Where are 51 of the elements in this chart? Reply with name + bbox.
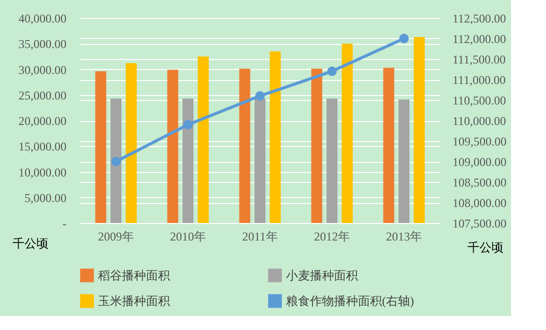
y-tick-label: 35,000.00 (18, 37, 66, 52)
bar (398, 99, 410, 223)
y-tick-label: 5,000.00 (24, 190, 66, 205)
y2-tick-label: 110,000.00 (452, 114, 506, 128)
bar (110, 98, 122, 223)
bar (254, 98, 266, 223)
y-tick-label: 10,000.00 (18, 165, 66, 180)
bar (342, 44, 353, 223)
legend-label: 玉米播种面积 (98, 294, 170, 308)
y2-tick-label: 111,500.00 (452, 52, 506, 66)
y2-tick-label: 108,500.00 (452, 176, 506, 190)
legend-label: 粮食作物播种面积(右轴) (286, 294, 414, 308)
x-tick-label: 2011年 (242, 230, 278, 244)
y-tick-label: 25,000.00 (18, 88, 66, 102)
y2-tick-label: 109,500.00 (452, 134, 506, 148)
bar (326, 98, 338, 223)
x-tick-label: 2010年 (170, 230, 206, 244)
y2-tick-label: 111,000.00 (452, 73, 506, 87)
legend-label: 小麦播种面积 (286, 268, 358, 282)
y2-tick-label: 108,000.00 (452, 196, 506, 210)
bar (95, 71, 106, 223)
point (399, 34, 409, 44)
y-tick-label: 20,000.00 (18, 114, 66, 128)
y-axis-title: 千公顷 (12, 236, 48, 250)
y-tick-label: 40,000.00 (18, 12, 66, 26)
y2-tick-label: 110,500.00 (452, 94, 506, 108)
y2-axis-title: 千公顷 (468, 240, 504, 254)
y2-tick-label: 107,500.00 (452, 216, 506, 230)
point (183, 120, 193, 130)
point (255, 91, 265, 101)
x-tick-label: 2009年 (98, 230, 134, 244)
bar (270, 51, 281, 223)
bar (239, 68, 250, 223)
bar (182, 98, 194, 223)
y-tick-label: - (62, 216, 66, 230)
bar (383, 68, 394, 223)
bar (167, 70, 178, 223)
x-tick-label: 2013年 (386, 230, 422, 244)
y2-tick-label: 112,500.00 (452, 12, 506, 26)
point (111, 156, 121, 166)
y2-tick-label: 109,000.00 (452, 155, 506, 169)
bar (414, 36, 425, 223)
y2-tick-label: 112,000.00 (452, 32, 506, 46)
bar (126, 63, 137, 223)
bar (198, 56, 209, 223)
y-tick-label: 15,000.00 (18, 140, 66, 154)
y-tick-label: 30,000.00 (18, 62, 66, 77)
bar (311, 68, 322, 223)
legend-label: 稻谷播种面积 (98, 268, 170, 282)
point (327, 66, 337, 76)
x-tick-label: 2012年 (314, 230, 350, 244)
